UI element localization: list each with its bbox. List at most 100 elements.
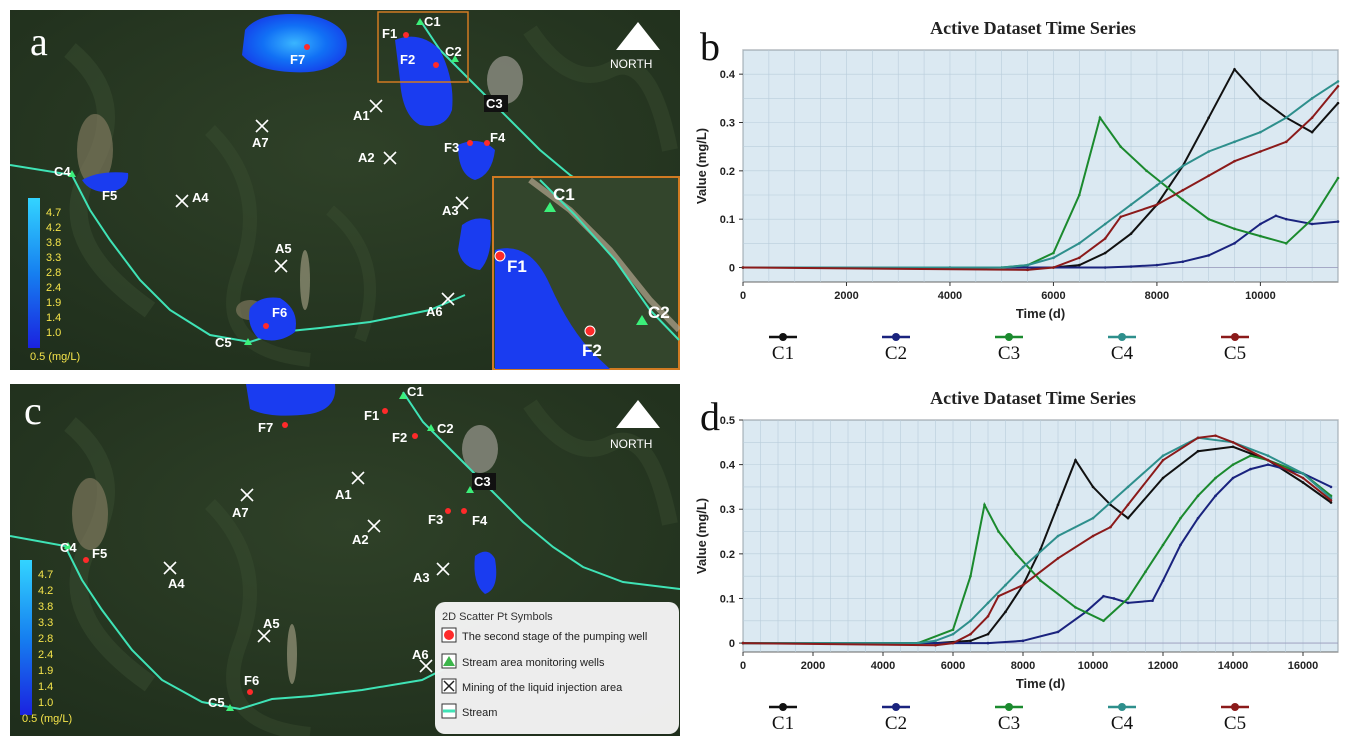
data-point-c3 <box>1145 169 1148 173</box>
colorbar-label: 4.2 <box>46 222 61 234</box>
well-label: F2 <box>392 430 407 445</box>
data-point-c5 <box>1336 84 1340 88</box>
data-point-c2 <box>1207 254 1210 257</box>
legend-marker <box>1005 333 1013 341</box>
data-point-c4 <box>1021 565 1025 569</box>
colorbar-label: 4.7 <box>38 569 53 581</box>
well-label: F1 <box>382 26 397 41</box>
colorbar-label: 2.8 <box>38 633 53 645</box>
plume-f3 <box>458 141 495 180</box>
data-point-c4 <box>1284 116 1288 119</box>
data-point-c1 <box>1301 481 1305 484</box>
data-point-c3 <box>1126 597 1130 600</box>
data-point-c3 <box>997 530 1000 533</box>
colorbar-label: 0.5 (mg/L) <box>30 351 80 363</box>
data-point-c3 <box>951 628 955 631</box>
legend-item: Stream <box>462 707 497 719</box>
legend-marker <box>1231 333 1239 341</box>
x-tick-label: 4000 <box>871 660 895 672</box>
data-point-c5 <box>1207 174 1210 177</box>
legend-marker <box>892 333 900 341</box>
data-point-c2 <box>1179 543 1182 547</box>
colorbar-label: 4.7 <box>46 207 61 219</box>
data-point-c5 <box>969 632 972 636</box>
data-point-c1 <box>1259 97 1262 100</box>
data-point-c5 <box>1284 140 1288 144</box>
data-point-c1 <box>1004 610 1007 614</box>
plume-f7 <box>246 384 336 416</box>
data-point-c1 <box>1207 116 1210 119</box>
well-marker <box>467 140 473 146</box>
legend-marker <box>1231 703 1239 711</box>
mining-label: A5 <box>263 616 280 631</box>
data-point-c5 <box>1026 268 1029 272</box>
data-point-c2 <box>1129 265 1133 268</box>
x-tick-label: 12000 <box>1148 660 1179 672</box>
data-point-c3 <box>1336 176 1340 180</box>
colorbar-label: 1.0 <box>46 327 61 339</box>
data-point-c5 <box>741 641 745 645</box>
x-tick-label: 8000 <box>1145 290 1169 302</box>
mining-marker <box>175 194 189 208</box>
data-point-c3 <box>1259 234 1262 238</box>
chart-panel-b: Active Dataset Time Series b 0 2000 4000 6000… <box>688 10 1358 372</box>
data-point-c4 <box>1181 164 1185 168</box>
chart-title: Active Dataset Time Series <box>930 18 1136 38</box>
x-tick-label: 0 <box>740 660 746 672</box>
mining-marker <box>383 151 397 165</box>
data-point-c2 <box>1274 214 1278 218</box>
colorbar-labels: 4.7 4.2 3.8 3.3 2.8 2.4 1.9 1.4 1.0 0.5 … <box>22 569 72 725</box>
well-label: F5 <box>102 188 117 203</box>
colorbar-label: 3.3 <box>38 617 53 629</box>
data-point-c2 <box>1126 601 1130 605</box>
colorbar-label: 3.3 <box>46 252 61 264</box>
well-marker <box>247 689 253 695</box>
data-point-c4 <box>986 601 990 605</box>
y-tick-label: 0.4 <box>720 460 736 472</box>
monitor-marker <box>427 424 435 431</box>
series-line-c1 <box>743 445 1332 645</box>
data-point-c4 <box>1126 485 1130 489</box>
mining-marker <box>257 629 271 643</box>
colorbar-label: 1.0 <box>38 697 53 709</box>
mining-label: A2 <box>358 150 375 165</box>
data-point-c5 <box>1103 237 1107 240</box>
inset-region-outline <box>377 11 469 83</box>
mining-marker <box>163 561 177 575</box>
monitor-marker <box>68 170 76 177</box>
x-tick-label: 16000 <box>1288 660 1319 672</box>
data-point-c3 <box>1119 145 1122 148</box>
symbol-legend: 2D Scatter Pt Symbols The second stage o… <box>435 602 679 734</box>
data-point-c3 <box>1233 227 1236 231</box>
line-chart-b: Active Dataset Time Series b 0 2000 4000 6000… <box>688 10 1358 372</box>
data-point-c2 <box>1310 222 1314 226</box>
well-label: F2 <box>400 52 415 67</box>
mining-marker <box>274 259 288 273</box>
data-point-c5 <box>1109 525 1112 529</box>
legend-label: C1 <box>772 713 794 734</box>
data-point-c4 <box>951 632 955 636</box>
legend-label: C2 <box>885 343 907 364</box>
data-point-c1 <box>1091 485 1095 489</box>
data-point-c2 <box>1284 217 1288 221</box>
mining-marker <box>367 519 381 533</box>
monitor-label: C1 <box>424 14 441 29</box>
data-point-c4 <box>1207 150 1210 153</box>
legend-label: C2 <box>885 713 907 734</box>
chart-panel-d: Active Dataset Time Series d 0 2000 4000 6000… <box>688 380 1358 742</box>
data-point-c5 <box>1214 434 1217 437</box>
data-point-c1 <box>1126 516 1130 520</box>
data-point-c5 <box>1310 116 1314 119</box>
data-point-c2 <box>1214 494 1217 498</box>
data-point-c4 <box>1129 203 1133 206</box>
data-point-c4 <box>1310 97 1314 100</box>
data-point-c4 <box>916 641 920 645</box>
data-point-c4 <box>1336 80 1340 83</box>
mining-icon <box>443 680 455 692</box>
colorbar-labels: 4.7 4.2 3.8 3.3 2.8 2.4 1.9 1.4 1.0 0.5 … <box>30 207 80 363</box>
data-point-c4 <box>1259 130 1262 134</box>
colorbar-label: 1.4 <box>38 681 53 693</box>
data-point-c5 <box>1259 150 1262 153</box>
colorbar-label: 2.4 <box>38 649 53 661</box>
colorbar-label: 0.5 (mg/L) <box>22 713 72 725</box>
